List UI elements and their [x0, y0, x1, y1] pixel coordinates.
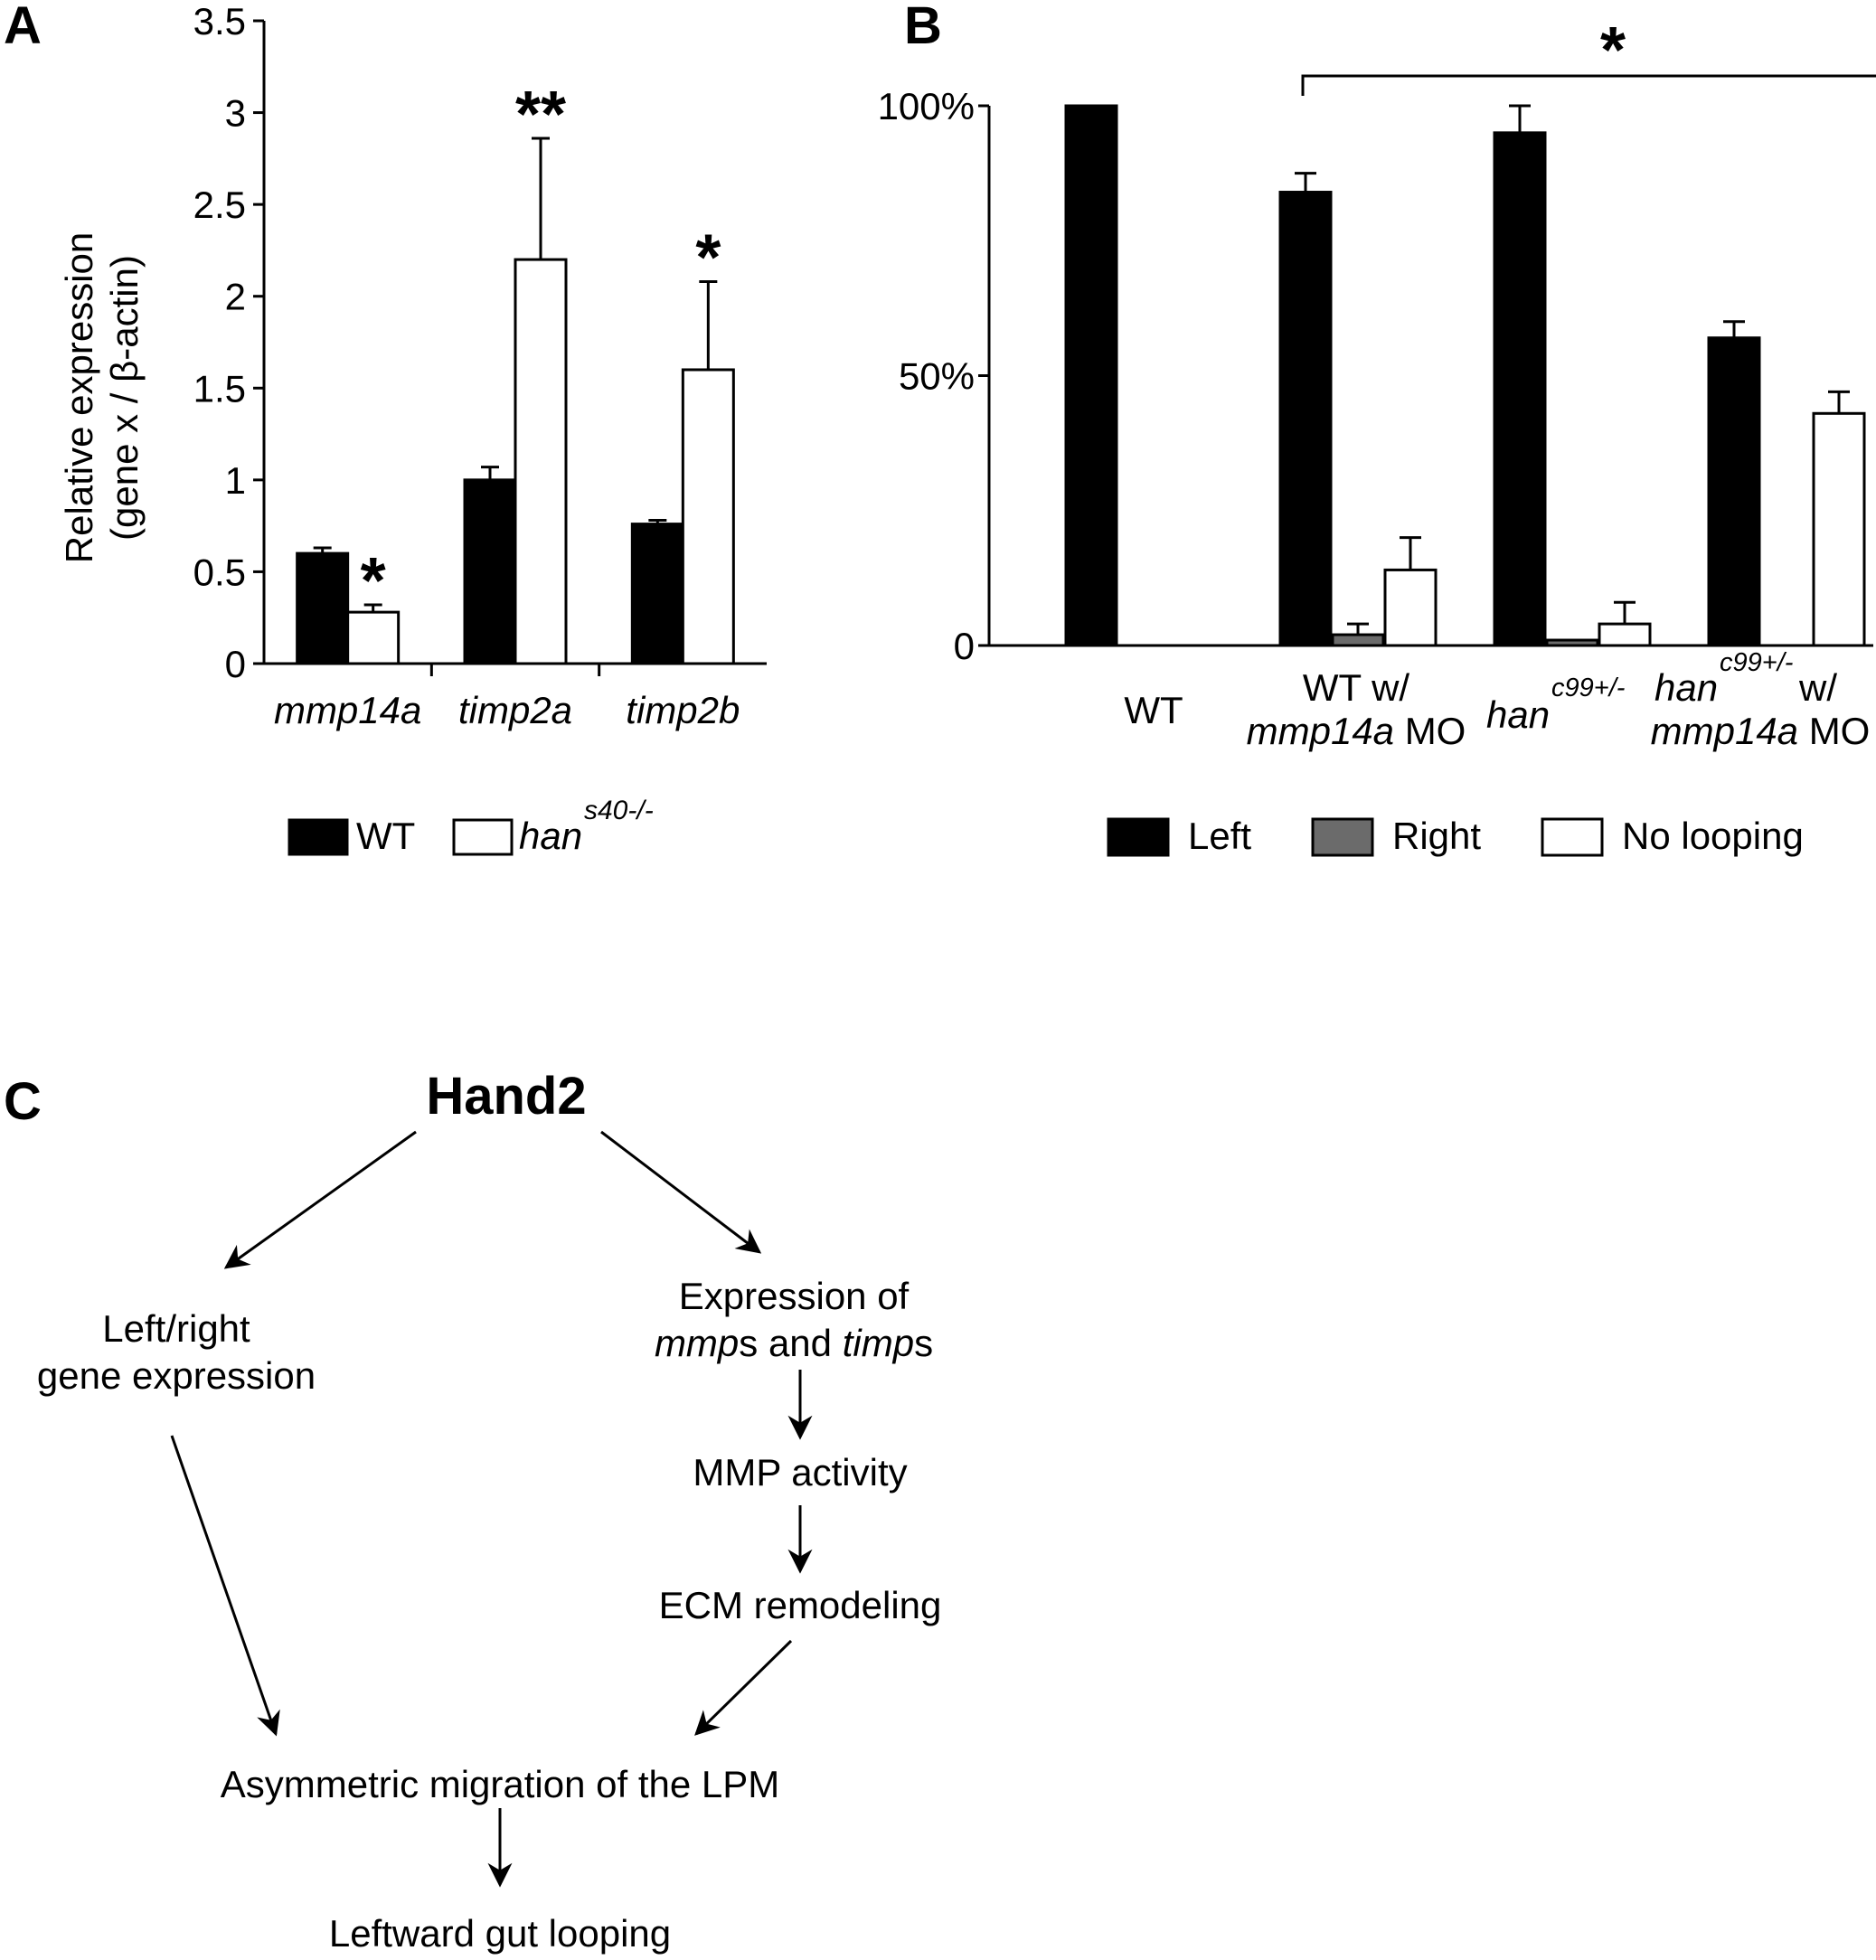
legend-a-han-swatch: [452, 818, 514, 856]
legend-b-right-swatch: [1311, 817, 1374, 857]
flow-node-expression-line1: Expression of: [679, 1275, 910, 1317]
flow-node-mmp-activity: MMP activity: [693, 1451, 907, 1494]
chart-a-ytick-label: 0.5: [193, 551, 246, 593]
chart-b-bar: [1598, 622, 1652, 647]
chart-b-ytick-label: 50%: [899, 355, 975, 398]
chart-b-cat-han-sup: c99+/-: [1551, 674, 1625, 702]
chart-b: 0 50% 100% * WT WT w/ mmp14a MO han c99+/-…: [878, 14, 1876, 857]
legend-a-han-sup: s40-/-: [584, 796, 654, 825]
chart-b-bar: [1493, 131, 1547, 647]
flow-node-gut-looping: Leftward gut looping: [329, 1912, 671, 1955]
chart-b-bar: [1278, 191, 1333, 647]
panel-label-a: A: [4, 0, 42, 55]
chart-a-xtick-label: mmp14a: [274, 689, 421, 731]
chart-b-cat-wtmo-line1: WT w/: [1303, 666, 1410, 709]
chart-a-xtick-label: timp2b: [626, 689, 740, 731]
flow-arrow-hand2-to-expression: [600, 1130, 762, 1254]
chart-b-bar: [1707, 336, 1761, 647]
chart-a-ytick-label: 1.5: [193, 367, 246, 410]
chart-b-bar: [1545, 638, 1599, 647]
chart-a-significance: **: [515, 79, 566, 151]
legend-b-nolooping-swatch: [1541, 817, 1604, 857]
chart-a-bar: [630, 523, 684, 665]
flow-node-asymmetric-migration: Asymmetric migration of the LPM: [221, 1763, 780, 1805]
chart-b-bar: [1064, 104, 1118, 647]
flow-node-left-right-line1: Left/right: [102, 1307, 250, 1350]
chart-a-ytick-label: 2.5: [193, 184, 246, 226]
chart-b-significance-label: *: [1600, 14, 1626, 87]
chart-b-ytick-label: 0: [954, 625, 975, 667]
chart-a-significance: *: [695, 221, 721, 294]
panel-label-b: B: [904, 0, 942, 55]
chart-b-cat-hanmo-sup: c99+/-: [1720, 648, 1793, 677]
flow-node-expression-line2: mmps and timps: [655, 1322, 933, 1364]
chart-a-ylabel-line1: Relative expression: [58, 232, 100, 564]
panel-label-c: C: [4, 1072, 42, 1131]
chart-b-cat-wtmo-line2: mmp14a MO: [1247, 710, 1466, 752]
chart-a-ytick-label: 3.5: [193, 0, 246, 42]
flow-arrow-hand2-to-lr: [223, 1130, 417, 1269]
chart-a-bar: [681, 368, 735, 665]
chart-a-ytick-label: 2: [225, 276, 246, 318]
chart-b-cat-hanmo-line2: mmp14a MO: [1651, 710, 1871, 752]
chart-a-ytick-label: 1: [225, 459, 246, 502]
chart-a-xtick-label: timp2a: [458, 689, 572, 731]
chart-a-bar: [296, 551, 350, 665]
chart-b-cat-hanmo-line1-rest: w/: [1798, 666, 1837, 709]
chart-b-significance-bracket: [1301, 74, 1876, 96]
chart-a: Relative expression (gene x / β-actin) 0…: [58, 0, 767, 857]
chart-b-cat-wt: WT: [1124, 689, 1183, 731]
flow-node-hand2: Hand2: [426, 1067, 586, 1126]
legend-b-right-label: Right: [1392, 815, 1481, 857]
chart-a-ytick-label: 0: [225, 643, 246, 685]
chart-a-bar: [346, 610, 401, 665]
chart-a-significance: *: [361, 545, 386, 617]
chart-b-bar: [1812, 411, 1866, 647]
flow-node-left-right-line2: gene expression: [37, 1354, 316, 1397]
legend-a-wt-swatch: [288, 818, 349, 856]
flow-arrow-ecm-to-asym: [694, 1639, 793, 1736]
flow-node-ecm-remodeling: ECM remodeling: [659, 1584, 942, 1626]
chart-b-bar: [1383, 568, 1438, 647]
legend-a-wt-label: WT: [356, 815, 415, 857]
chart-b-bar: [1331, 633, 1385, 647]
chart-a-bar: [514, 258, 568, 665]
legend-b-left-label: Left: [1188, 815, 1251, 857]
chart-a-ytick-label: 3: [225, 92, 246, 135]
chart-b-cat-hanmo-line1-han: han: [1654, 666, 1718, 709]
flowchart: Hand2 Left/right gene expression Express…: [37, 1067, 942, 1955]
chart-a-ylabel-line2: (gene x / β-actin): [103, 255, 146, 541]
chart-b-cat-han: han: [1486, 693, 1550, 736]
chart-b-ytick-label: 100%: [878, 85, 975, 127]
chart-a-bar: [463, 478, 517, 665]
legend-b-left-swatch: [1107, 817, 1170, 857]
legend-b-nolooping-label: No looping: [1622, 815, 1804, 857]
flow-arrow-lr-to-asym: [170, 1435, 280, 1737]
legend-a-han-label: han: [519, 815, 582, 857]
